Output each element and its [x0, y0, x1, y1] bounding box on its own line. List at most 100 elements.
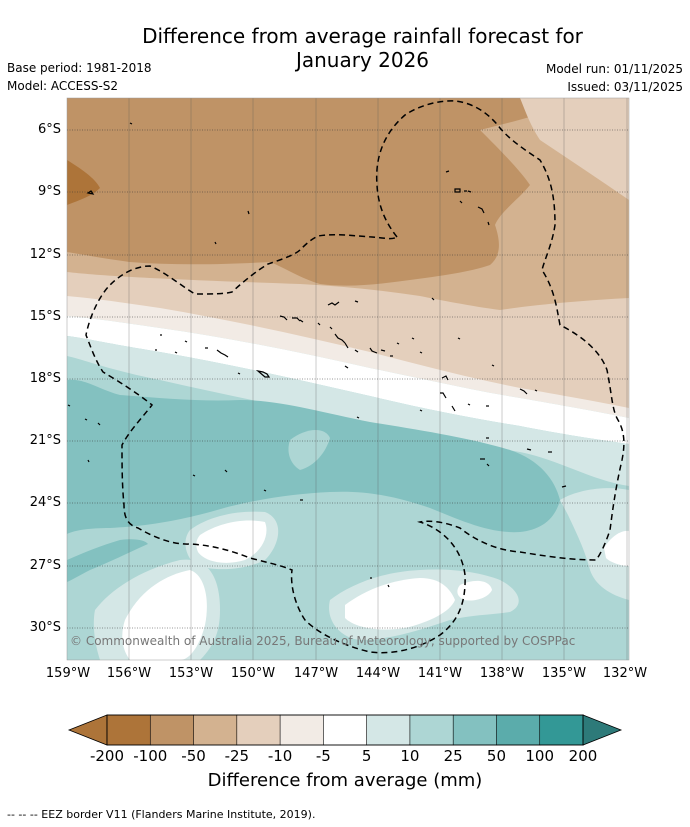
- lon-label-144w: 144°W: [355, 666, 401, 681]
- island: [451, 405, 456, 412]
- longitude-gridlines: [128, 98, 628, 660]
- island: [192, 474, 196, 477]
- colorbar-title: Difference from average (mm): [207, 770, 483, 791]
- island: [387, 584, 390, 588]
- island: [491, 364, 495, 367]
- map-title: Difference from average rainfall forecas…: [0, 24, 690, 72]
- wet-patch-25-south: [67, 539, 148, 582]
- dry-band-minus50: [67, 98, 580, 286]
- island: [216, 349, 229, 358]
- island: [457, 337, 461, 340]
- colorbar-tick-label: 200: [568, 747, 598, 765]
- colorbar-cell: [366, 714, 411, 746]
- colorbar: [67, 714, 623, 746]
- colorbar-tick-label: -50: [181, 747, 206, 765]
- island: [477, 206, 485, 214]
- island: [396, 342, 400, 345]
- island: [279, 315, 288, 321]
- lon-label-135w: 135°W: [541, 666, 587, 681]
- island: [237, 372, 241, 375]
- lon-label-141w: 141°W: [417, 666, 463, 681]
- neutral-patch-east: [604, 530, 629, 566]
- island: [327, 301, 340, 306]
- colorbar-cell: [279, 714, 325, 746]
- model-name: Model: ACCESS-S2: [7, 79, 119, 93]
- colorbar-cell: [496, 714, 541, 746]
- colorbar-low-extension: [67, 714, 108, 746]
- island: [97, 422, 101, 426]
- island: [214, 241, 217, 245]
- island: [354, 300, 359, 303]
- island: [184, 340, 188, 343]
- island: [354, 349, 359, 353]
- island: [87, 459, 90, 463]
- island: [526, 448, 532, 451]
- colorbar-tick-label: -25: [224, 747, 250, 765]
- lat-label-24s: 24°S: [29, 495, 61, 510]
- island: [445, 170, 450, 173]
- island: [224, 469, 228, 473]
- colorbar-cell: [193, 714, 238, 746]
- colorbar-cells: [106, 714, 584, 746]
- island: [561, 485, 567, 488]
- island: [334, 333, 346, 344]
- meta-right: Model run: 01/11/2025 Issued: 03/11/2025: [546, 60, 683, 96]
- island: [467, 190, 472, 193]
- model-run: Model run: 01/11/2025: [545, 62, 683, 76]
- latitude-gridlines: [67, 129, 629, 629]
- island: [344, 342, 349, 349]
- colorbar-tick-label: 100: [525, 747, 555, 765]
- wet-band-5: [67, 336, 629, 486]
- island: [486, 463, 490, 467]
- title-line-1: Difference from average rainfall forecas…: [142, 24, 583, 48]
- lat-label-27s: 27°S: [29, 558, 61, 573]
- island: [454, 188, 461, 193]
- lat-label-30s: 30°S: [29, 620, 61, 635]
- colorbar-cell: [236, 714, 281, 746]
- island: [534, 389, 538, 392]
- island: [369, 347, 378, 354]
- colorbar-outline: [106, 714, 584, 746]
- meta-left: Base period: 1981-2018 Model: ACCESS-S2: [7, 59, 152, 95]
- colorbar-tick-label: -10: [267, 747, 293, 765]
- dry-corner-light: [520, 98, 629, 200]
- lon-label-132w: 132°W: [602, 666, 648, 681]
- island: [441, 375, 449, 381]
- neutral-patch-sw: [122, 570, 207, 660]
- island: [344, 365, 349, 369]
- colorbar-cell: [323, 714, 368, 746]
- island: [419, 351, 423, 354]
- island: [431, 297, 435, 301]
- colorbar-cell: [452, 714, 498, 746]
- island: [67, 404, 71, 407]
- lat-label-6s: 6°S: [37, 122, 61, 137]
- neutral-patch-central: [196, 520, 267, 563]
- neutral-patch-south: [345, 578, 455, 630]
- colorbar-tick-label: -5: [315, 747, 331, 765]
- island: [487, 221, 490, 226]
- lat-label-21s: 21°S: [29, 433, 61, 448]
- colorbar-cell: [106, 714, 152, 746]
- lat-label-12s: 12°S: [29, 247, 61, 262]
- island: [317, 322, 321, 326]
- neutral-patch-south-east: [457, 580, 492, 601]
- island: [440, 392, 447, 399]
- island: [519, 388, 528, 395]
- island: [299, 319, 304, 323]
- island: [292, 317, 301, 322]
- island: [356, 416, 360, 419]
- colorbar-tick-label: -100: [133, 747, 168, 765]
- colorbar-tick-label: -200: [89, 747, 125, 765]
- colorbar-tick-label: 5: [361, 747, 372, 765]
- colorbar-cell: [539, 714, 584, 746]
- lon-label-138w: 138°W: [479, 666, 525, 681]
- colorbar-tick-label: 50: [486, 747, 506, 765]
- lat-label-9s: 9°S: [37, 184, 61, 199]
- copyright-credit: © Commonwealth of Australia 2025, Bureau…: [70, 634, 576, 648]
- island: [263, 489, 267, 492]
- issued-date: Issued: 03/11/2025: [567, 80, 683, 94]
- island: [255, 369, 271, 378]
- colorbar-tick-label: 25: [443, 747, 463, 765]
- title-line-2: January 2026: [295, 48, 430, 72]
